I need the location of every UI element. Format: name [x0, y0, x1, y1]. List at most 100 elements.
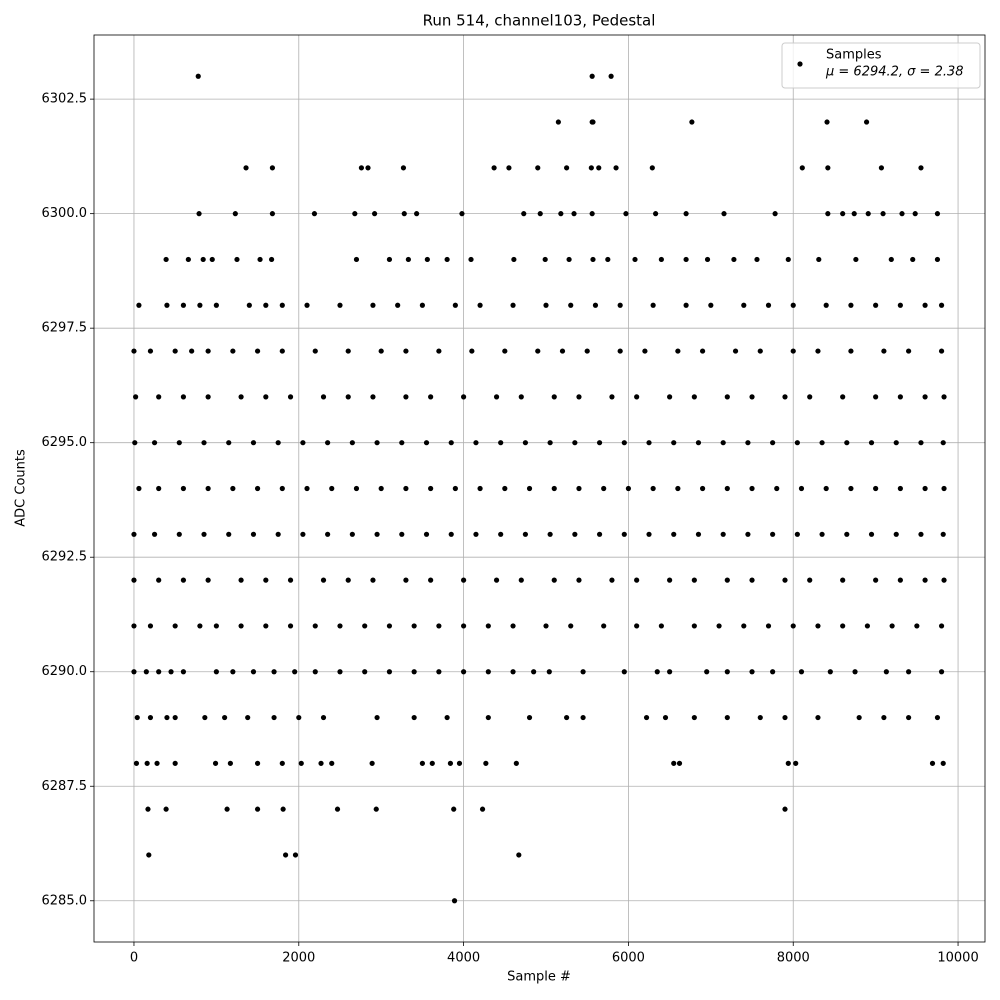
point — [754, 256, 760, 263]
point — [589, 73, 595, 79]
point — [154, 760, 160, 766]
point — [601, 485, 607, 492]
point — [745, 440, 751, 446]
point — [436, 669, 442, 675]
point — [918, 440, 924, 446]
point — [132, 440, 138, 446]
point — [337, 302, 343, 308]
point — [938, 623, 945, 629]
point — [477, 485, 483, 492]
point — [320, 714, 327, 721]
y-tick-label: 6300.0 — [42, 206, 88, 221]
point — [564, 165, 570, 171]
point — [623, 211, 629, 217]
legend-marker — [797, 61, 803, 67]
point — [448, 531, 454, 537]
point — [609, 394, 615, 400]
point — [589, 211, 595, 217]
point — [551, 577, 557, 583]
point — [483, 760, 489, 766]
point — [873, 394, 879, 400]
point — [172, 623, 178, 629]
point — [461, 577, 467, 583]
point — [547, 531, 553, 537]
point — [865, 211, 871, 217]
point — [146, 852, 152, 858]
point — [825, 165, 831, 171]
point — [823, 485, 829, 492]
point — [403, 485, 409, 492]
point — [424, 256, 430, 263]
point — [683, 256, 689, 263]
point — [671, 760, 677, 766]
point — [205, 485, 211, 492]
point — [493, 394, 500, 400]
point — [816, 256, 822, 263]
point — [209, 256, 215, 263]
point — [428, 485, 434, 492]
point — [914, 623, 920, 629]
point — [275, 531, 281, 537]
point — [156, 394, 162, 400]
point — [423, 440, 430, 446]
point — [444, 714, 450, 721]
point — [770, 669, 776, 675]
point — [526, 714, 533, 721]
point — [772, 211, 778, 217]
point — [704, 669, 710, 675]
point — [940, 531, 946, 537]
point — [853, 256, 859, 263]
point — [827, 669, 833, 675]
point — [372, 211, 378, 217]
point — [147, 714, 154, 721]
point — [269, 165, 276, 171]
y-tick-label: 6290.0 — [42, 664, 88, 679]
point — [596, 531, 603, 537]
point — [596, 165, 602, 171]
point — [156, 669, 162, 675]
point — [613, 165, 619, 171]
point — [246, 302, 252, 308]
point — [840, 623, 846, 629]
point — [897, 577, 903, 583]
point — [345, 394, 351, 400]
point — [906, 348, 912, 354]
point — [580, 714, 586, 721]
point — [263, 577, 269, 583]
point — [172, 760, 178, 766]
point — [941, 485, 947, 492]
point — [671, 440, 677, 446]
point — [634, 394, 640, 400]
point — [720, 531, 726, 537]
point — [485, 714, 491, 721]
point — [245, 714, 251, 721]
point — [436, 348, 442, 354]
point — [708, 302, 714, 308]
point — [790, 623, 796, 629]
point — [459, 211, 465, 217]
point — [922, 302, 928, 308]
point — [254, 760, 261, 766]
point — [164, 714, 170, 721]
point — [856, 714, 862, 721]
y-axis-label: ADC Counts — [14, 449, 29, 527]
point — [724, 577, 730, 583]
point — [691, 394, 697, 400]
legend-label: Samples — [826, 48, 882, 63]
point — [840, 577, 846, 583]
x-tick-label: 0 — [130, 951, 138, 966]
point — [848, 348, 854, 354]
point — [405, 256, 411, 263]
point — [868, 440, 875, 446]
point — [592, 302, 599, 308]
point — [287, 623, 294, 629]
point — [518, 577, 524, 583]
point — [452, 302, 458, 308]
point — [675, 348, 681, 354]
point — [757, 348, 763, 354]
point — [883, 669, 889, 675]
point — [724, 394, 730, 400]
point — [226, 531, 232, 537]
point — [164, 302, 170, 308]
point — [345, 577, 351, 583]
